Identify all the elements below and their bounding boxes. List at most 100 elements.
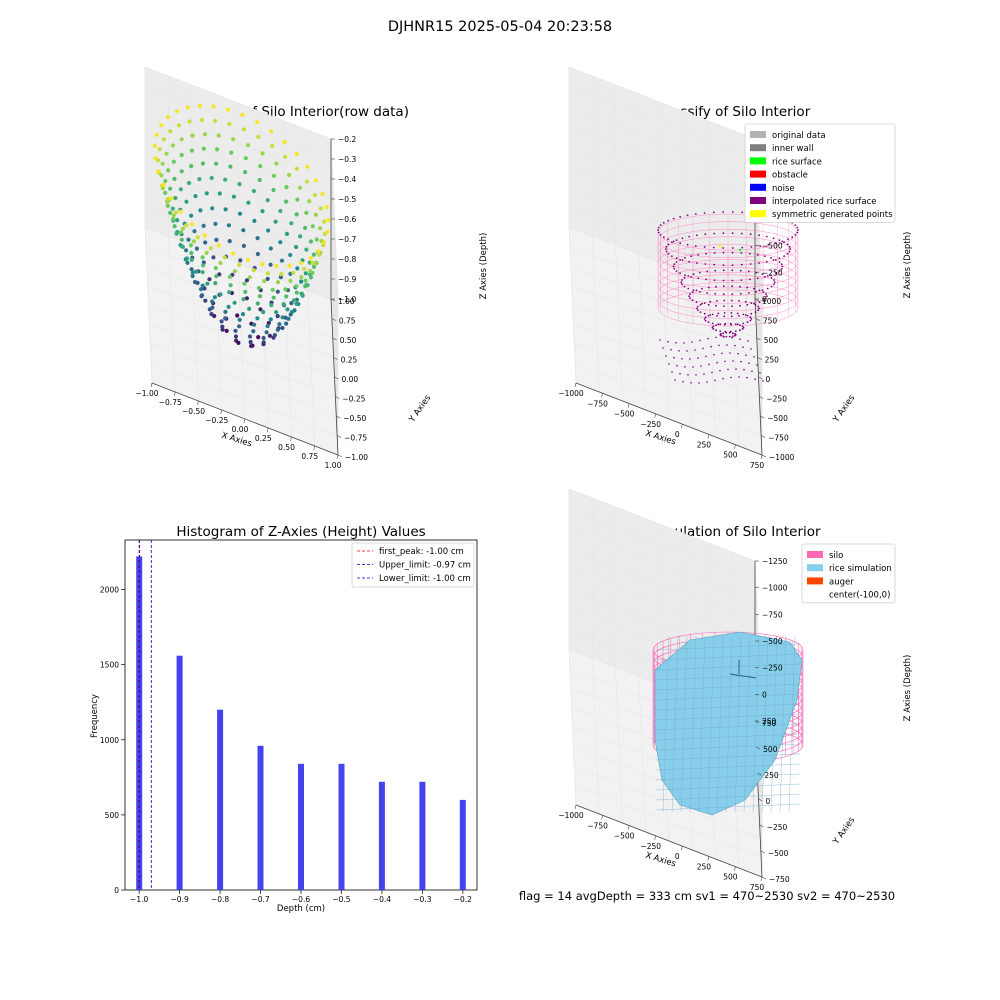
rice-mesh-line — [655, 773, 801, 781]
data-point — [294, 151, 299, 157]
panel-4-xlabel: X Axies — [644, 851, 677, 870]
x-tick — [734, 866, 736, 871]
rice-mesh-line — [662, 635, 670, 813]
x-tick-label: −250 — [640, 420, 661, 429]
status-footer: flag = 14 avgDepth = 333 cm sv1 = 470~25… — [519, 889, 895, 903]
data-point — [265, 198, 270, 203]
legend-2-label: rice surface — [772, 157, 822, 167]
interpolated-point — [735, 368, 737, 370]
panel-3-bars — [136, 556, 466, 890]
auger-marker — [729, 673, 757, 679]
interpolated-point — [699, 303, 702, 306]
x-tick — [290, 436, 292, 442]
data-point — [200, 283, 205, 288]
interpolated-point — [686, 350, 688, 352]
x-tick — [760, 876, 763, 882]
interpolated-point — [659, 234, 662, 236]
interpolated-point — [723, 315, 726, 318]
data-point — [305, 164, 310, 169]
panel-1-points — [152, 103, 331, 349]
interpolated-point — [671, 371, 673, 373]
data-point — [227, 290, 232, 295]
data-point — [316, 248, 321, 254]
data-point — [203, 298, 208, 303]
data-point — [313, 178, 318, 183]
data-point — [268, 262, 273, 267]
data-point — [213, 221, 218, 226]
interpolated-point — [731, 251, 734, 254]
interpolated-point — [708, 363, 710, 366]
data-point — [179, 137, 184, 142]
data-point — [320, 191, 325, 196]
interpolated-point — [667, 243, 670, 246]
interpolated-point — [766, 295, 768, 298]
data-point — [226, 304, 231, 309]
interpolated-point — [692, 366, 694, 368]
grid-line — [568, 548, 756, 622]
x-tick — [680, 424, 683, 429]
rice-mesh-line — [788, 635, 796, 813]
panel-2-xlabel: X Axies — [644, 429, 677, 448]
interpolated-point — [788, 250, 791, 253]
interpolated-point — [754, 303, 757, 306]
interpolated-point — [676, 364, 678, 367]
rice-mesh-line — [689, 635, 697, 813]
data-point — [193, 269, 199, 274]
legend-2-swatch — [750, 183, 766, 191]
interpolated-point — [757, 309, 760, 312]
interpolated-point — [734, 330, 737, 332]
interpolated-point — [679, 242, 682, 245]
y-tick-label: 500 — [105, 811, 120, 820]
y-tick — [336, 435, 342, 438]
grid-line — [568, 86, 756, 160]
data-point — [249, 343, 254, 349]
y-tick-label: −0.50 — [343, 414, 366, 423]
data-point — [225, 107, 230, 112]
x-tick — [680, 846, 683, 851]
rice-mesh-line — [734, 635, 742, 813]
interpolated-point — [750, 348, 752, 350]
interpolated-point — [759, 372, 761, 374]
data-point — [214, 237, 219, 242]
data-point — [301, 266, 307, 271]
interpolated-point — [696, 234, 698, 237]
data-point — [215, 147, 220, 152]
data-point — [190, 133, 195, 138]
interpolated-point — [740, 360, 742, 363]
x-tick — [574, 382, 577, 388]
data-point — [308, 275, 314, 280]
data-point — [284, 294, 289, 299]
data-point — [294, 166, 299, 171]
interpolated-point — [667, 219, 670, 222]
interpolated-point — [683, 285, 686, 288]
interpolated-point — [705, 252, 707, 255]
interpolated-point — [687, 275, 690, 277]
x-tick-label: −0.75 — [159, 398, 182, 407]
interpolated-point — [710, 345, 712, 348]
interpolated-point — [765, 293, 767, 295]
data-point — [257, 177, 262, 183]
data-point — [251, 329, 256, 334]
interpolated-point — [707, 337, 709, 340]
y-tick-label: 1.00 — [338, 297, 355, 306]
data-point — [261, 335, 266, 341]
interpolated-point — [657, 229, 659, 231]
interpolated-point — [697, 357, 699, 359]
y-tick — [756, 746, 761, 750]
interpolated-point — [740, 252, 743, 254]
interpolated-point — [665, 355, 667, 357]
interpolated-point — [742, 322, 745, 325]
data-point — [311, 264, 317, 269]
figure-title: DJHNR15 2025-05-04 20:23:58 — [388, 19, 612, 35]
interpolated-point — [778, 257, 781, 259]
interpolated-point — [730, 299, 733, 302]
data-point — [231, 137, 236, 142]
interpolated-point — [796, 231, 799, 234]
interpolated-point — [688, 235, 691, 238]
data-point — [274, 263, 279, 269]
interpolated-point — [679, 372, 681, 375]
data-point — [157, 147, 162, 152]
data-point — [227, 239, 232, 244]
interpolated-point — [675, 257, 678, 259]
interpolated-point — [714, 269, 717, 272]
